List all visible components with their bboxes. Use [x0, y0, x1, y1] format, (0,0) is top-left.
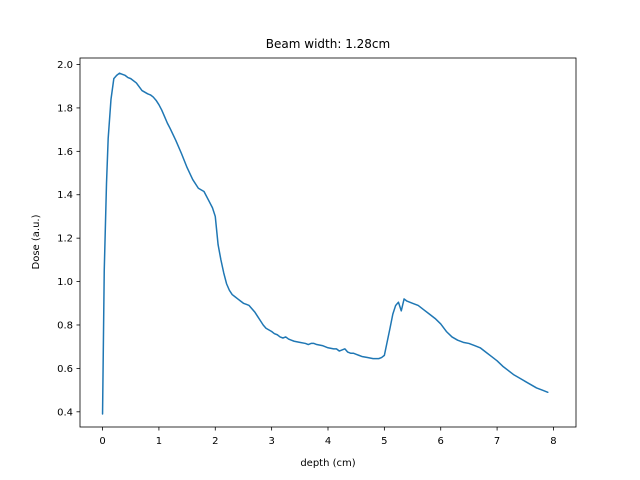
x-tick-label: 8	[550, 436, 556, 447]
x-tick-label: 0	[99, 436, 105, 447]
x-tick-label: 5	[381, 436, 387, 447]
y-tick-label: 1.2	[57, 234, 73, 245]
y-tick-label: 1.4	[57, 190, 73, 201]
y-tick-label: 1.8	[57, 103, 73, 114]
x-tick-label: 4	[325, 436, 331, 447]
x-tick-label: 1	[156, 436, 162, 447]
x-axis-label: depth (cm)	[300, 458, 355, 469]
y-tick-label: 0.6	[57, 364, 73, 375]
y-tick-label: 0.4	[57, 407, 73, 418]
y-tick-label: 2.0	[57, 60, 73, 71]
chart-title: Beam width: 1.28cm	[266, 37, 390, 51]
x-tick-label: 7	[494, 436, 500, 447]
y-axis-label: Dose (a.u.)	[31, 214, 42, 269]
x-tick-label: 6	[438, 436, 444, 447]
y-tick-label: 0.8	[57, 320, 73, 331]
y-tick-label: 1.6	[57, 147, 73, 158]
x-tick-label: 2	[212, 436, 218, 447]
x-tick-label: 3	[268, 436, 274, 447]
y-tick-label: 1.0	[57, 277, 73, 288]
